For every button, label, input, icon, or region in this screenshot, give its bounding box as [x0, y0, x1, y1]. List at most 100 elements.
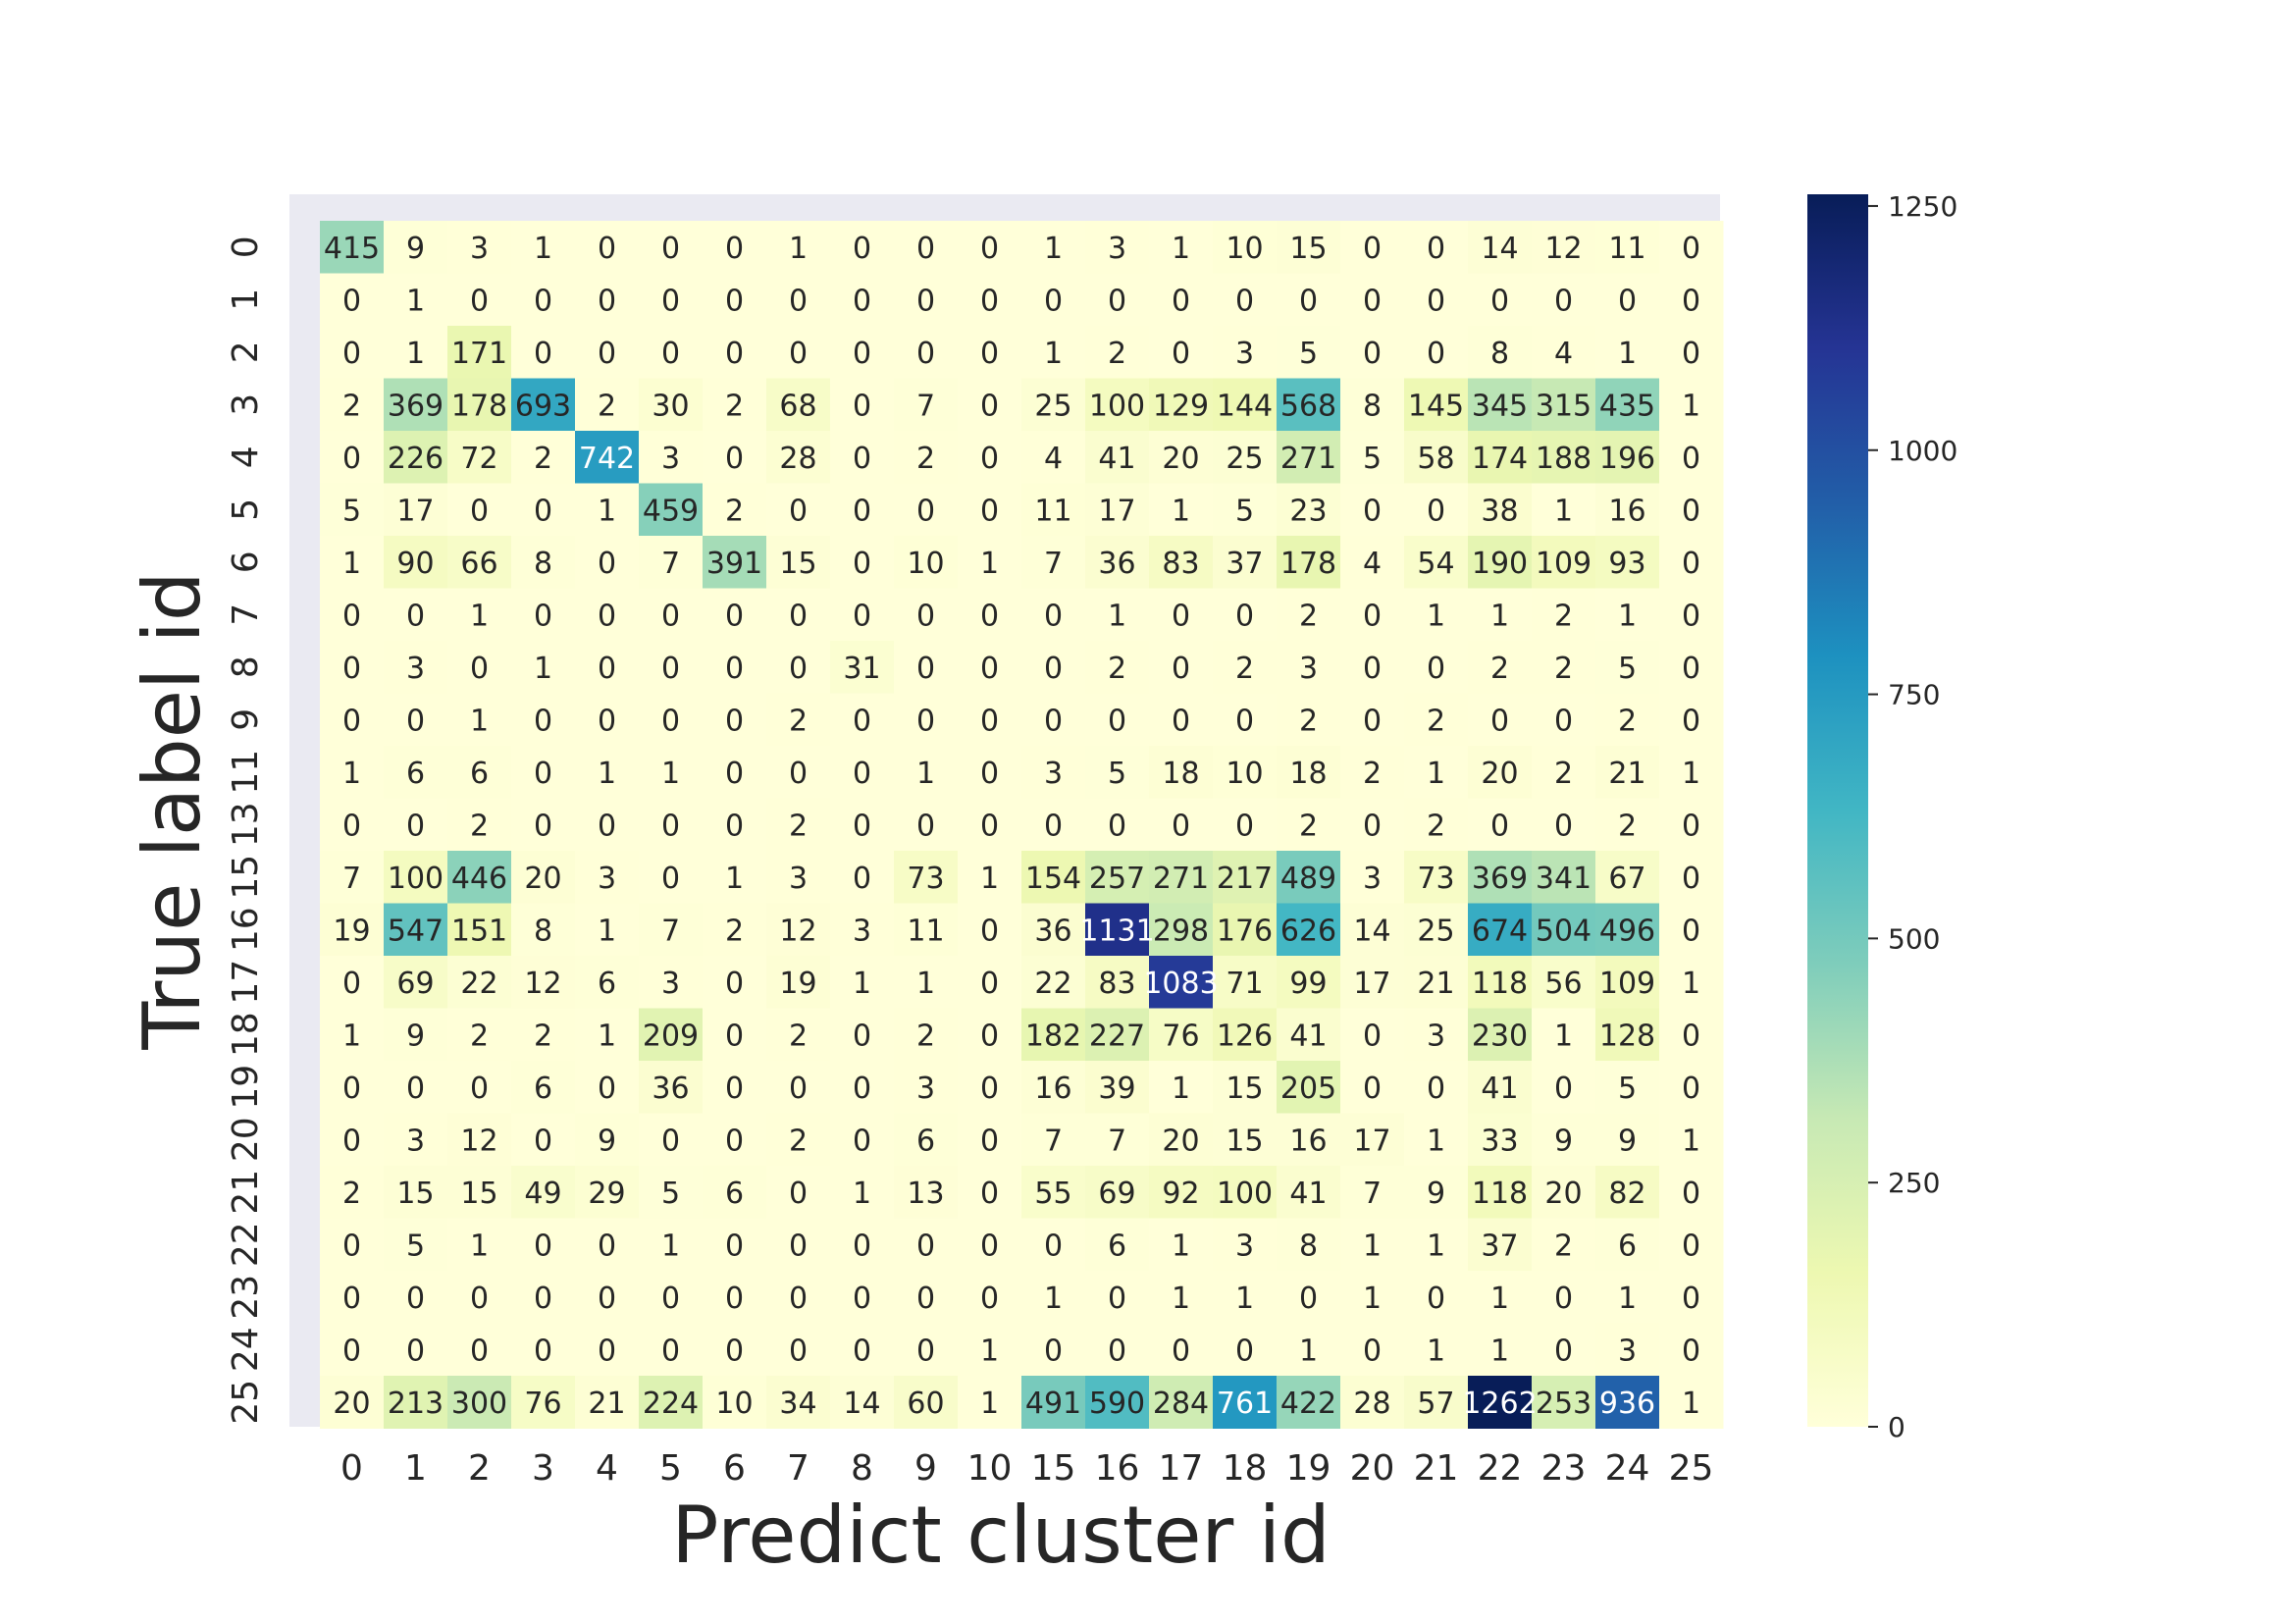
heatmap-cell: [384, 1008, 448, 1062]
cell-value-label: 0: [1554, 284, 1573, 318]
heatmap-cell: [320, 1113, 385, 1167]
cell-value-label: 0: [661, 337, 680, 371]
x-tick-label: 8: [851, 1448, 873, 1489]
heatmap-cell: [958, 1218, 1022, 1272]
heatmap-cell: [1213, 903, 1278, 957]
cell-value-label: 0: [342, 1334, 361, 1368]
heatmap-cell: [1659, 903, 1724, 957]
cell-value-label: 25: [1417, 914, 1454, 948]
cell-value-label: 0: [789, 1282, 808, 1316]
heatmap-cell: [511, 1166, 576, 1219]
cell-value-label: 0: [916, 1334, 935, 1368]
heatmap-cell: [958, 273, 1022, 327]
heatmap-cell: [575, 483, 640, 537]
heatmap-cell: [447, 1271, 512, 1324]
heatmap-cell: [1149, 1061, 1214, 1114]
cell-value-label: 0: [342, 967, 361, 1001]
heatmap-cell: [1659, 746, 1724, 799]
heatmap-cell: [1277, 1113, 1341, 1167]
heatmap-cell: [1595, 693, 1660, 747]
cell-value-label: 0: [789, 1072, 808, 1106]
cell-value-label: 9: [598, 1124, 616, 1158]
heatmap-cell: [1340, 1061, 1405, 1114]
heatmap-cell: [1277, 1376, 1341, 1429]
cell-value-label: 1: [1427, 1229, 1445, 1263]
heatmap-cell: [830, 1323, 895, 1377]
cell-value-label: 0: [661, 1282, 680, 1316]
heatmap-cell: [1340, 431, 1405, 484]
cell-value-label: 284: [1153, 1387, 1209, 1421]
cell-value-label: 8: [1299, 1229, 1318, 1263]
heatmap-cell: [1468, 1008, 1533, 1062]
heatmap-cell: [639, 378, 704, 432]
heatmap-cell: [447, 1376, 512, 1429]
cell-value-label: 109: [1599, 967, 1655, 1001]
heatmap-cell: [1468, 641, 1533, 694]
cell-value-label: 10: [1226, 232, 1263, 266]
heatmap-cell: [575, 1008, 640, 1062]
heatmap-cell: [1340, 1376, 1405, 1429]
cell-value-label: 14: [1353, 914, 1390, 948]
heatmap-cell: [1595, 221, 1660, 274]
cell-value-label: 1: [1108, 599, 1126, 633]
cell-value-label: 2: [1108, 652, 1126, 686]
cell-value-label: 2: [1108, 337, 1126, 371]
heatmap-cell: [1085, 536, 1150, 589]
cell-value-label: 13: [907, 1177, 944, 1211]
heatmap-cell: [639, 1271, 704, 1324]
heatmap-cell: [384, 1323, 448, 1377]
cell-value-label: 0: [406, 1282, 425, 1316]
heatmap-cell: [384, 903, 448, 957]
heatmap-cell: [830, 798, 895, 852]
cell-value-label: 8: [534, 914, 552, 948]
cell-value-label: 0: [598, 704, 616, 738]
heatmap-cell: [958, 1323, 1022, 1377]
heatmap-cell: [894, 1061, 959, 1114]
heatmap-cell: [1149, 326, 1214, 379]
cell-value-label: 2: [1554, 652, 1573, 686]
heatmap-cell: [511, 641, 576, 694]
heatmap-cell: [1404, 326, 1469, 379]
heatmap-cell: [766, 746, 831, 799]
heatmap-cell: [320, 1166, 385, 1219]
heatmap-cell: [1149, 956, 1214, 1009]
cell-value-label: 0: [853, 494, 871, 528]
heatmap-cell: [511, 851, 576, 904]
heatmap-cell: [958, 1113, 1022, 1167]
cell-value-label: 0: [661, 1124, 680, 1158]
cell-value-label: 1: [1172, 1282, 1190, 1316]
heatmap-cell: [320, 273, 385, 327]
cell-value-label: 257: [1089, 862, 1145, 896]
heatmap-cell: [639, 1376, 704, 1429]
heatmap-cell: [1149, 1376, 1214, 1429]
heatmap-cell: [384, 798, 448, 852]
cell-value-label: 0: [916, 704, 935, 738]
cell-value-label: 0: [661, 1334, 680, 1368]
heatmap-cell: [447, 1113, 512, 1167]
cell-value-label: 0: [470, 284, 489, 318]
heatmap-cell: [320, 693, 385, 747]
heatmap-cell: [1149, 588, 1214, 642]
cell-value-label: 0: [789, 599, 808, 633]
heatmap-cell: [958, 1008, 1022, 1062]
heatmap-cell: [1149, 798, 1214, 852]
heatmap-cell: [1213, 798, 1278, 852]
x-tick-labels: 0 1 2 3 4 5 6 7 8 9 10 15 16 17 18 19 20 21 22 23 24 25: [340, 1448, 1713, 1489]
heatmap-cell: [1149, 378, 1214, 432]
heatmap-cell: [1468, 956, 1533, 1009]
heatmap-cell: [1532, 1166, 1596, 1219]
cell-value-label: 0: [853, 809, 871, 843]
y-tick-label: 21: [226, 1170, 266, 1215]
cell-value-label: 226: [388, 442, 444, 476]
cell-value-label: 1: [1235, 1282, 1254, 1316]
cell-value-label: 0: [1363, 1072, 1382, 1106]
cell-value-label: 5: [661, 1177, 680, 1211]
cell-value-label: 0: [853, 284, 871, 318]
cell-value-label: 547: [388, 914, 444, 948]
heatmap-cell: [575, 588, 640, 642]
heatmap-cell: [766, 956, 831, 1009]
cell-value-label: 20: [1162, 442, 1199, 476]
cell-value-label: 0: [661, 704, 680, 738]
heatmap-cell: [1213, 1061, 1278, 1114]
heatmap-cell: [447, 851, 512, 904]
